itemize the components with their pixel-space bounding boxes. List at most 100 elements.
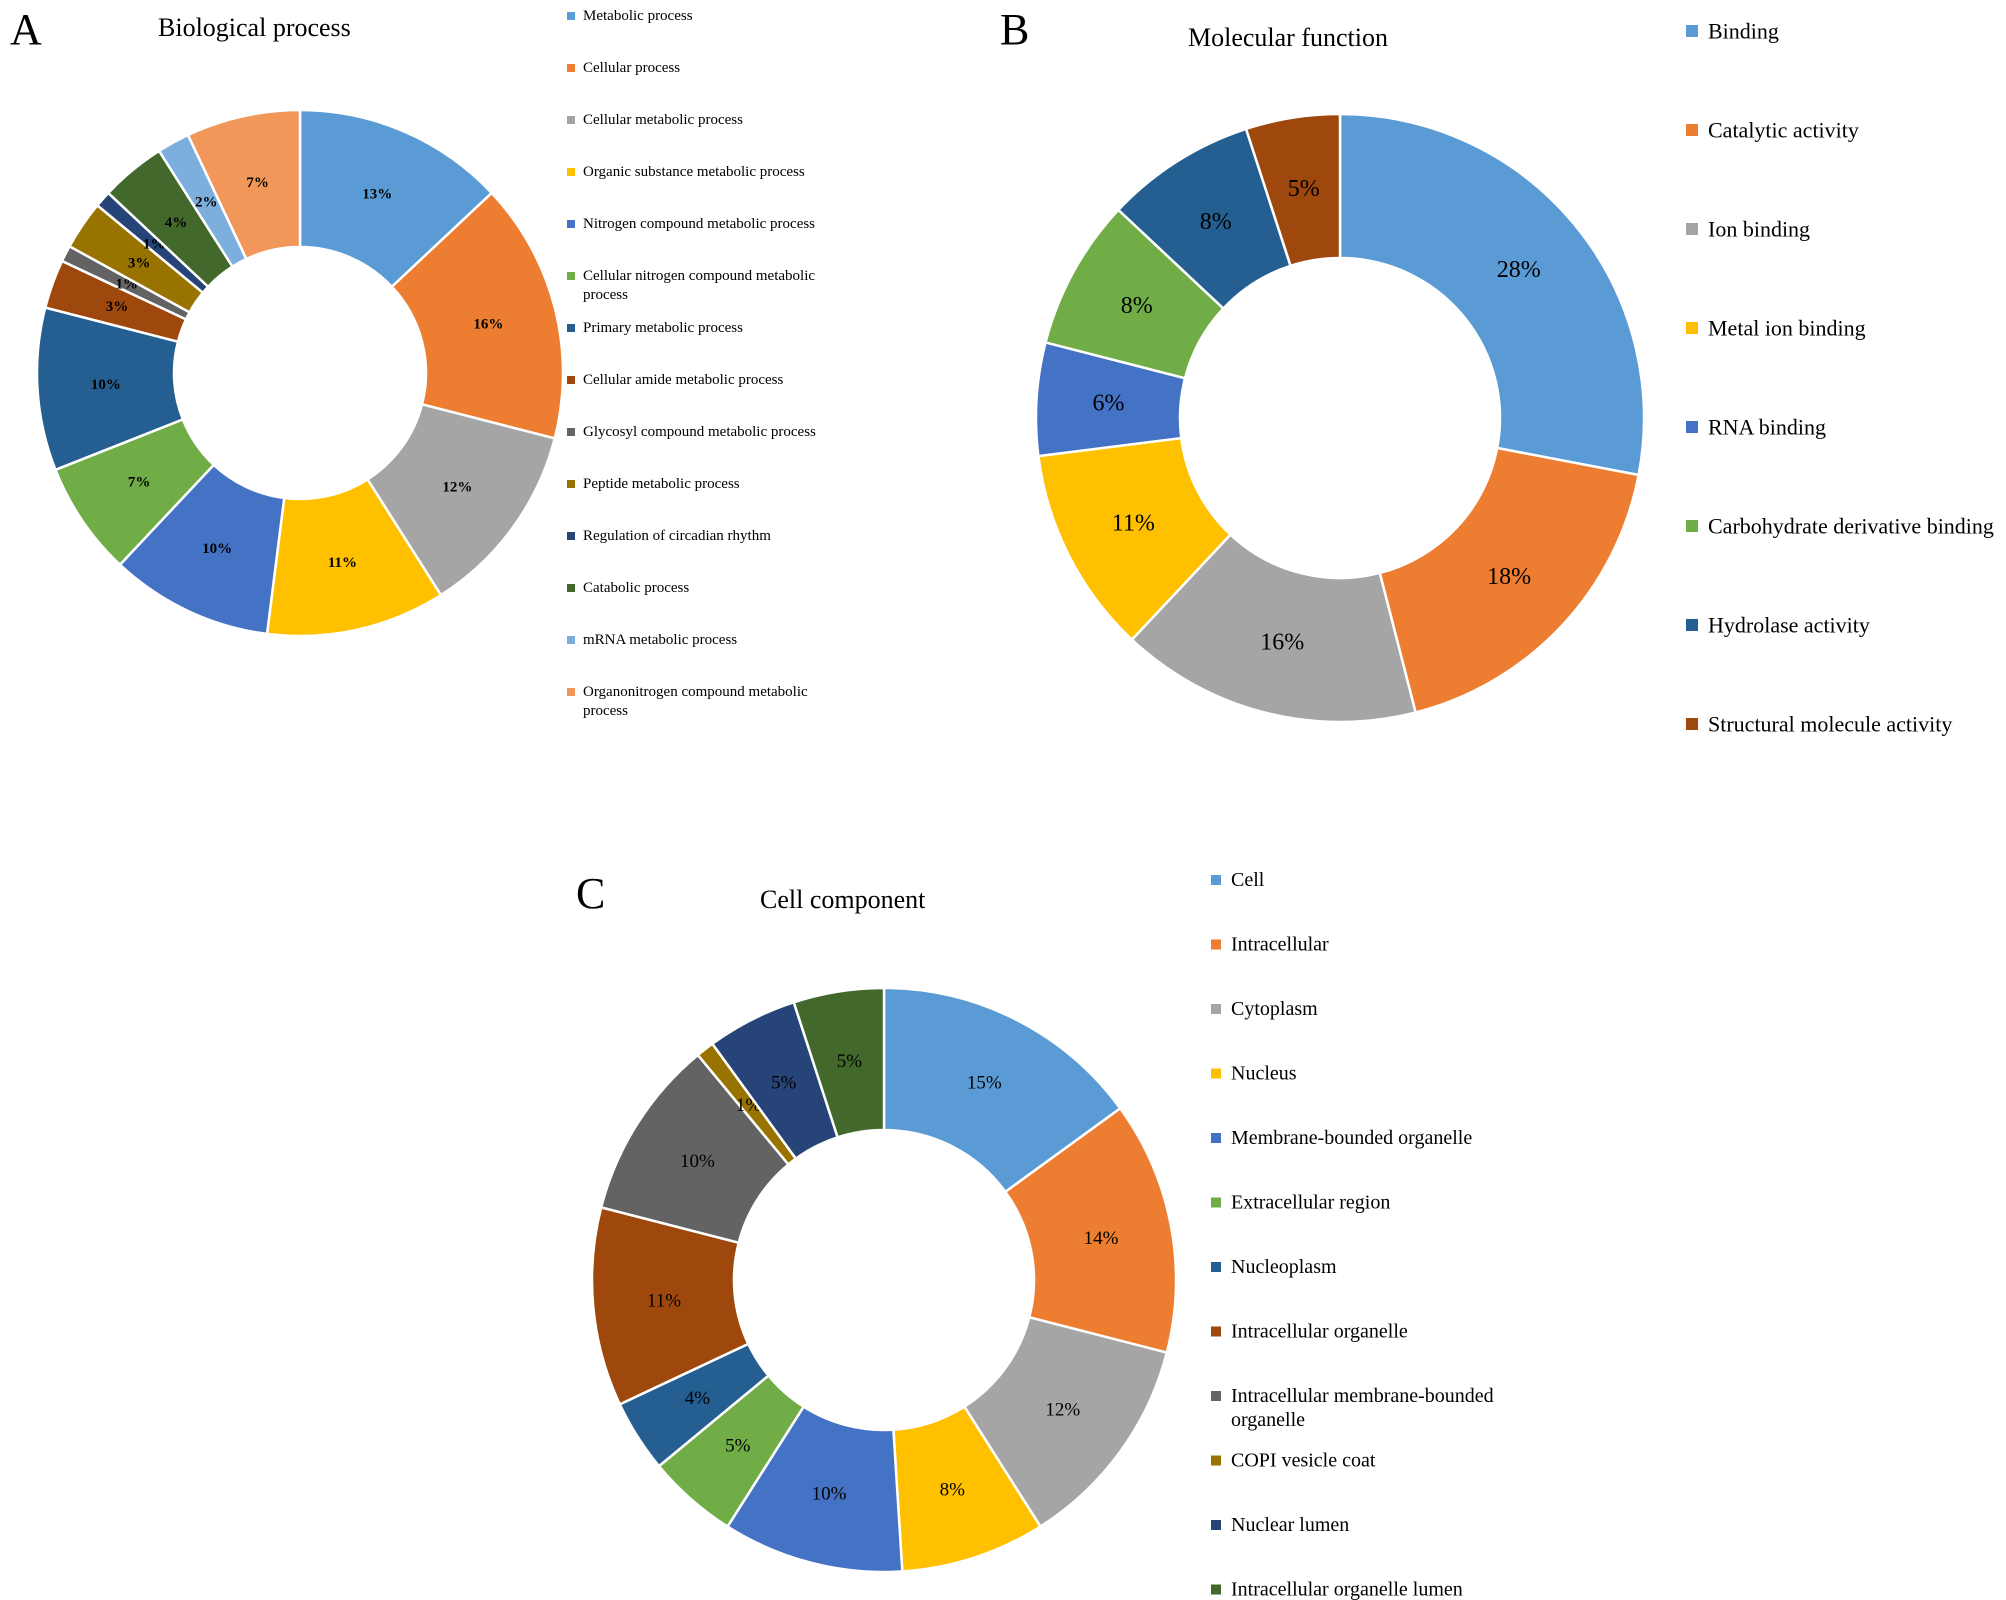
legend-swatch-intracellular-organelle-lumen	[1211, 1584, 1221, 1595]
data-label-metabolic-process: 13%	[362, 186, 392, 202]
data-label-intracellular: 14%	[1084, 1228, 1119, 1249]
legend-swatch-metal-ion-binding	[1686, 322, 1698, 334]
data-label-mrna-metabolic-process: 2%	[195, 195, 218, 211]
legend-swatch-cell	[1211, 875, 1221, 885]
legend-swatch-peptide-metabolic-process	[567, 480, 575, 488]
slice-cellular-process	[390, 191, 565, 440]
legend-swatch-nuclear-lumen	[1211, 1520, 1221, 1530]
legend-label-catalytic-activity: Catalytic activity	[1708, 118, 1859, 143]
legend-swatch-intracellular-membrane-bounded-organelle	[1211, 1391, 1221, 1401]
legend-label-metal-ion-binding: Metal ion binding	[1708, 316, 1866, 341]
legend-swatch-cellular-nitrogen-compound-metabolic-process	[567, 272, 575, 280]
data-label-carbohydrate-derivative-binding: 8%	[1121, 293, 1153, 319]
legend-label-extracellular-region: Extracellular region	[1231, 1192, 1390, 1214]
data-label-cytoplasm: 12%	[1045, 1399, 1080, 1420]
data-label-membrane-bounded-organelle: 10%	[812, 1484, 847, 1505]
data-label-cellular-amide-metabolic-process: 3%	[106, 299, 129, 315]
donut-chart-b: 28% 18% 16% 11% 6% 8% 8% 5%	[1034, 112, 1646, 724]
data-label-hydrolase-activity: 8%	[1200, 209, 1232, 235]
slice-organonitrogen-compound-metabolic-process	[186, 108, 302, 261]
legend-swatch-intracellular-organelle	[1211, 1326, 1221, 1337]
legend-label-cellular-metabolic-process: Cellular metabolic process	[583, 112, 743, 128]
legend-label-cellular-amide-metabolic-process: Cellular amide metabolic process	[583, 372, 784, 388]
data-label-intracellular-organelle: 11%	[647, 1290, 681, 1311]
legend-label-mrna-metabolic-process: mRNA metabolic process	[583, 632, 737, 648]
legend-label-glycosyl-compound-metabolic-process: Glycosyl compound metabolic process	[583, 424, 816, 440]
legend-label-peptide-metabolic-process: Peptide metabolic process	[583, 476, 740, 492]
legend-label-copi-vesicle-coat: COPI vesicle coat	[1231, 1450, 1376, 1472]
legend-label-rna-binding: RNA binding	[1708, 415, 1826, 440]
data-label-intracellular-membrane-bounded-organelle: 10%	[680, 1151, 715, 1172]
legend-swatch-cellular-process	[567, 64, 575, 72]
legend-swatch-nitrogen-compound-metabolic-process	[567, 220, 575, 228]
data-label-extracellular-region: 5%	[725, 1435, 751, 1456]
panel-label-b: B	[1000, 5, 1029, 54]
legend-b: Binding Catalytic activity Ion binding Meta…	[1686, 19, 1994, 737]
slice-cell	[882, 986, 1122, 1194]
legend-swatch-extracellular-region	[1211, 1197, 1221, 1208]
legend-swatch-primary-metabolic-process	[567, 324, 575, 332]
legend-label-hydrolase-activity: Hydrolase activity	[1708, 613, 1870, 638]
data-label-nuclear-lumen: 5%	[771, 1073, 797, 1094]
legend-swatch-structural-molecule-activity	[1686, 718, 1698, 730]
data-label-cellular-metabolic-process: 12%	[442, 479, 472, 495]
legend-swatch-mrna-metabolic-process	[567, 636, 575, 644]
legend-swatch-binding	[1686, 25, 1698, 37]
legend-label-catabolic-process: Catabolic process	[583, 580, 689, 596]
legend-swatch-organic-substance-metabolic-process	[567, 168, 575, 176]
legend-swatch-glycosyl-compound-metabolic-process	[567, 428, 575, 436]
data-label-primary-metabolic-process: 10%	[91, 377, 121, 393]
legend-label-nuclear-lumen: Nuclear lumen	[1231, 1514, 1349, 1536]
legend-swatch-nucleus	[1211, 1068, 1221, 1079]
legend-label-intracellular: Intracellular	[1231, 934, 1329, 956]
data-label-nucleoplasm: 4%	[685, 1388, 711, 1409]
chart-title-b: Molecular function	[1188, 23, 1388, 52]
legend-swatch-regulation-of-circadian-rhythm	[567, 532, 575, 540]
donut-chart-c: 15%14%12%8%10%5%4%11%10%1%5%5%	[590, 986, 1178, 1574]
data-label-catalytic-activity: 18%	[1487, 564, 1531, 590]
legend-label-organic-substance-metabolic-process: Organic substance metabolic process	[583, 164, 805, 180]
legend-label-membrane-bounded-organelle: Membrane-bounded organelle	[1231, 1127, 1472, 1149]
legend-label-structural-molecule-activity: Structural molecule activity	[1708, 712, 1952, 737]
legend-label-nucleoplasm: Nucleoplasm	[1231, 1256, 1337, 1278]
legend-label-ion-binding: Ion binding	[1708, 217, 1810, 242]
legend-label-carbohydrate-derivative-binding: Carbohydrate derivative binding	[1708, 514, 1994, 539]
data-label-nucleus: 8%	[940, 1480, 966, 1501]
legend-label-nucleus: Nucleus	[1231, 1063, 1297, 1085]
data-label-rna-binding: 6%	[1092, 390, 1124, 416]
legend-label-intracellular-organelle-lumen: Intracellular organelle lumen	[1231, 1579, 1463, 1600]
data-label-nitrogen-compound-metabolic-process: 10%	[202, 541, 232, 557]
legend-swatch-ion-binding	[1686, 223, 1698, 235]
legend-swatch-cellular-amide-metabolic-process	[567, 376, 575, 384]
data-label-cellular-process: 16%	[473, 317, 503, 333]
legend-swatch-carbohydrate-derivative-binding	[1686, 520, 1698, 532]
data-label-metal-ion-binding: 11%	[1112, 510, 1155, 536]
legend-label-regulation-of-circadian-rhythm: Regulation of circadian rhythm	[583, 528, 771, 544]
panel-label-c: C	[576, 869, 605, 918]
legend-swatch-catabolic-process	[567, 584, 575, 592]
legend-label-cellular-process: Cellular process	[583, 60, 680, 76]
legend-swatch-cellular-metabolic-process	[567, 116, 575, 124]
legend-label-intracellular-organelle: Intracellular organelle	[1231, 1321, 1408, 1343]
legend-swatch-metabolic-process	[567, 12, 575, 20]
legend-swatch-catalytic-activity	[1686, 124, 1698, 136]
data-label-organic-substance-metabolic-process: 11%	[328, 555, 357, 571]
slice-intracellular	[1003, 1106, 1178, 1355]
legend-label-organonitrogen-compound-metabolic-process: Organonitrogen compound metabolic process	[583, 684, 808, 719]
data-label-peptide-metabolic-process: 3%	[128, 256, 151, 272]
legend-swatch-rna-binding	[1686, 421, 1698, 433]
data-label-structural-molecule-activity: 5%	[1288, 176, 1320, 202]
chart-title-a: Biological process	[158, 13, 351, 42]
legend-label-intracellular-membrane-bounded-organelle: Intracellular membrane-bounded organelle	[1231, 1385, 1494, 1431]
data-label-intracellular-organelle-lumen: 5%	[837, 1051, 863, 1072]
legend-label-metabolic-process: Metabolic process	[583, 8, 693, 24]
legend-swatch-nucleoplasm	[1211, 1262, 1221, 1272]
donut-chart-a: 13%16%12%11%10%7%10%3%1%3%1%4%2%7%	[35, 108, 565, 638]
legend-label-cell: Cell	[1231, 869, 1265, 891]
slice-catalytic-activity	[1378, 446, 1641, 714]
legend-label-binding: Binding	[1708, 19, 1779, 44]
legend-a: Metabolic process Cellular process Cellula…	[567, 8, 816, 719]
slice-ion-binding	[1130, 532, 1418, 724]
data-label-organonitrogen-compound-metabolic-process: 7%	[246, 175, 269, 191]
